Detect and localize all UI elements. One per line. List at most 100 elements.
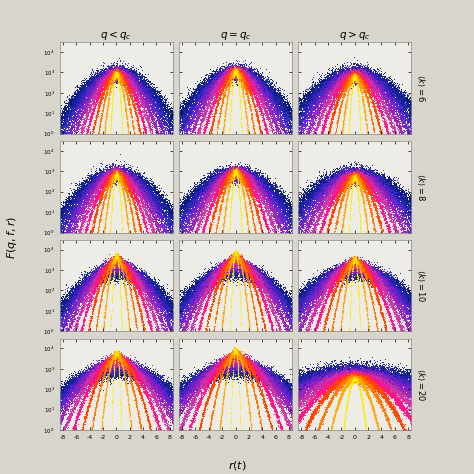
Point [404,318,411,326]
Point [101,361,109,368]
Point [346,165,354,173]
Point [342,169,350,177]
Point [133,199,141,206]
Point [406,379,413,387]
Point [141,406,149,414]
Point [299,320,307,328]
Point [236,167,244,174]
Point [353,81,361,89]
Point [198,281,206,288]
Point [65,119,73,127]
Point [105,167,112,174]
Point [387,214,394,221]
Point [386,310,394,318]
Point [346,71,354,79]
Point [109,172,116,180]
Point [301,293,309,301]
Point [272,375,279,383]
Point [154,283,161,291]
Point [288,408,296,415]
Point [306,376,314,384]
Point [252,204,260,211]
Point [273,109,280,117]
Point [267,303,274,311]
Point [353,71,360,79]
Point [82,184,89,192]
Point [232,355,239,362]
Point [330,174,337,182]
Point [397,293,404,301]
Point [343,262,351,269]
Point [335,267,342,275]
Point [169,104,176,112]
Point [252,86,260,94]
Point [105,168,113,176]
Point [102,74,110,82]
Point [90,100,97,107]
Point [384,379,392,386]
Point [321,86,328,93]
Point [125,271,133,278]
Point [318,283,326,290]
Point [231,360,238,367]
Point [109,177,117,185]
Point [338,273,346,280]
Point [120,172,128,179]
Point [125,263,133,271]
Point [255,277,263,285]
Point [261,384,269,392]
Point [79,424,87,431]
Point [119,368,127,375]
Point [79,374,87,382]
Point [340,78,348,85]
Point [226,175,233,182]
Point [91,72,99,80]
Point [132,91,139,99]
Point [263,222,271,230]
Point [78,286,85,294]
Point [130,367,138,375]
Point [305,321,313,329]
Point [358,373,366,381]
Point [400,406,407,414]
Point [114,257,122,264]
Point [395,124,403,131]
Point [328,273,335,280]
Point [81,215,89,222]
Point [101,361,109,368]
Point [244,192,252,200]
Point [96,273,104,281]
Point [66,192,74,200]
Point [205,386,212,393]
Point [201,288,209,295]
Point [220,362,228,369]
Point [229,357,237,365]
Point [234,349,241,356]
Point [348,89,356,97]
Point [377,287,385,294]
Point [263,84,270,92]
Point [327,179,335,186]
Point [333,403,341,410]
Point [144,184,152,191]
Point [235,351,242,359]
Point [100,269,108,276]
Point [138,267,146,275]
Point [397,94,405,102]
Point [161,295,168,302]
Point [91,281,99,288]
Point [248,70,255,77]
Point [235,365,242,372]
Point [129,75,137,82]
Point [258,370,266,378]
Point [254,216,262,223]
Point [339,173,347,181]
Point [96,81,104,89]
Point [61,121,68,129]
Point [148,212,156,220]
Point [371,184,379,192]
Point [189,294,196,301]
Point [372,175,380,183]
Point [339,375,347,383]
Point [341,79,349,86]
